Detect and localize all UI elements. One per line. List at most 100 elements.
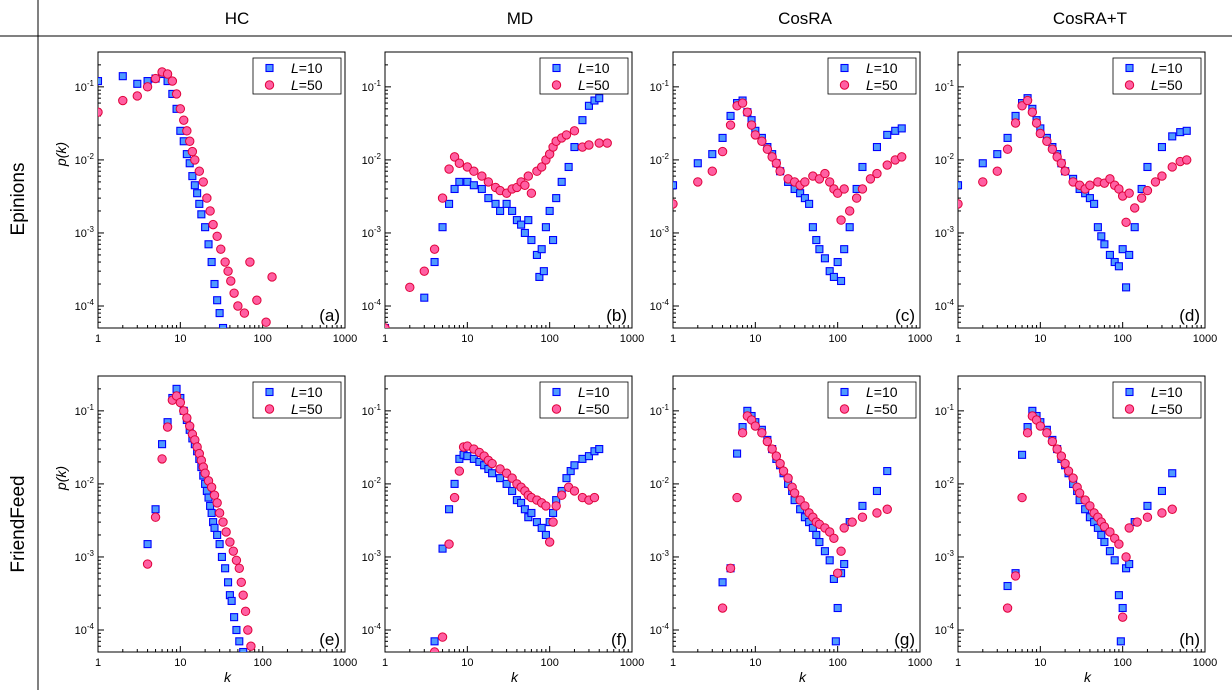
point-l10 (578, 116, 587, 125)
point-l10 (872, 486, 881, 496)
point-l50 (233, 301, 243, 311)
plot-area (673, 96, 907, 286)
point-l10 (673, 181, 678, 190)
point-l50 (229, 288, 239, 298)
point-l50 (717, 146, 728, 157)
point-l10 (541, 530, 550, 540)
x-tick-label: 10 (749, 657, 761, 669)
point-l50 (1124, 523, 1134, 533)
point-l10 (564, 162, 573, 172)
row-title-epinions: Epinions (8, 163, 29, 236)
point-l10 (820, 547, 829, 556)
point-l10 (227, 596, 236, 605)
point-l10 (829, 272, 838, 281)
point-l10 (158, 440, 167, 449)
x-tick-label: 10 (1034, 657, 1046, 669)
point-l10 (1130, 223, 1139, 232)
point-l10 (204, 240, 213, 249)
x-axis-label: k (224, 669, 232, 685)
point-l50 (142, 82, 153, 92)
legend: L=10L=50 (252, 57, 342, 95)
point-l50 (175, 104, 186, 114)
legend-marker-circle (551, 404, 562, 414)
point-l50 (132, 91, 142, 101)
point-l10 (858, 501, 867, 510)
point-l50 (882, 504, 892, 514)
point-l50 (1085, 180, 1095, 190)
point-l10 (812, 235, 821, 245)
point-l10 (1090, 199, 1099, 208)
point-l10 (496, 474, 505, 483)
point-l10 (1176, 128, 1185, 137)
point-l50 (992, 166, 1002, 176)
point-l10 (1168, 469, 1177, 478)
point-l10 (98, 77, 103, 86)
point-l10 (1125, 250, 1134, 259)
point-l50 (1047, 144, 1058, 154)
point-l10 (537, 245, 546, 254)
panel-f: 1 10 100 1000 10-1 10-2 10-3 10-4 k L=10L=50 (f) (362, 375, 644, 685)
point-l50 (775, 458, 785, 469)
legend-marker-square (552, 387, 561, 397)
point-l10 (235, 637, 244, 646)
point-l50 (179, 115, 189, 125)
point-l10 (808, 223, 817, 232)
point-l50 (1142, 512, 1153, 522)
point-l10 (188, 172, 197, 181)
point-l50 (162, 69, 173, 79)
point-l50 (1027, 107, 1038, 117)
plot-area (142, 384, 256, 652)
point-l50 (429, 244, 440, 254)
y-tick-label: 10-1 (75, 403, 95, 418)
legend-label: L=10 (578, 384, 610, 400)
point-l50 (851, 193, 862, 203)
point-l50 (865, 174, 876, 184)
legend: L=10L=50 (1112, 57, 1202, 95)
panel-d: 1 10 100 1000 10-1 10-2 10-3 10-4 L=10L=50 (d) (935, 51, 1217, 345)
point-l10 (800, 194, 809, 203)
point-l50 (182, 126, 192, 136)
point-l10 (455, 177, 464, 186)
plot-frame (957, 51, 1206, 329)
point-l10 (230, 613, 239, 622)
point-l50 (225, 537, 235, 547)
point-l10 (210, 279, 219, 289)
point-l50 (762, 144, 773, 154)
legend-marker-circle (264, 80, 275, 90)
point-l50 (223, 266, 233, 276)
point-l50 (214, 508, 225, 518)
point-l10 (833, 603, 842, 613)
point-l10 (993, 150, 1002, 159)
x-tick-label: 1000 (908, 657, 932, 669)
y-tick-label: 10-2 (935, 476, 955, 491)
point-l10 (1114, 262, 1123, 271)
panel-c: 1 10 100 1000 10-1 10-2 10-3 10-4 L=10L=50 (c) (650, 51, 932, 345)
point-l50 (483, 177, 494, 187)
point-l10 (1105, 250, 1114, 259)
y-tick-label: 10-3 (650, 225, 670, 240)
point-l10 (584, 452, 593, 461)
point-l50 (208, 219, 218, 230)
point-l10 (1143, 501, 1152, 510)
legend: L=10L=50 (539, 381, 629, 419)
x-tick-label: 10 (461, 657, 473, 669)
point-l50 (771, 451, 782, 461)
point-l50 (536, 162, 547, 172)
y-tick-label: 10-2 (935, 152, 955, 167)
point-l50 (1105, 527, 1115, 537)
point-l50 (602, 138, 612, 148)
point-l10 (213, 530, 222, 540)
point-l10 (1182, 126, 1191, 135)
point-l50 (429, 647, 440, 652)
legend-marker-square (840, 387, 849, 397)
x-tick-label: 1000 (333, 657, 357, 669)
point-l50 (737, 428, 748, 438)
x-tick-label: 100 (828, 657, 846, 669)
legend-label: L=10 (578, 60, 610, 76)
point-l50 (958, 199, 963, 209)
point-l10 (549, 508, 558, 518)
x-tick-label: 1000 (620, 333, 644, 345)
point-l10 (595, 94, 604, 103)
point-l50 (236, 577, 246, 587)
